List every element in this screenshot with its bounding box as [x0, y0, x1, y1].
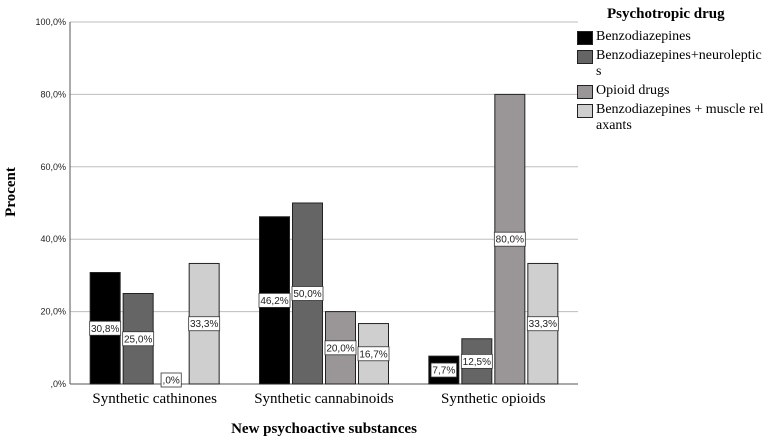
data-label-box [160, 372, 182, 388]
data-label: 12,5% [463, 357, 491, 368]
y-tick-label: 60,0% [40, 162, 66, 172]
x-tick-label: Synthetic cathinones [92, 391, 217, 407]
y-tick-label: ,0% [50, 379, 66, 389]
legend-item: Benzodiazepines + muscle relaxants [577, 102, 765, 134]
data-label: 80,0% [496, 235, 524, 246]
data-label: 20,0% [326, 343, 354, 354]
y-tick-label: 40,0% [40, 234, 66, 244]
legend-label: Opioid drugs [596, 83, 670, 98]
legend-swatch [577, 104, 593, 118]
data-label: 33,3% [529, 319, 557, 330]
data-label: ,0% [163, 376, 180, 387]
data-label-box [357, 346, 390, 362]
legend-swatch [577, 31, 593, 45]
data-labels: 30,8% 25,0% ,0% 33,3% 46,2% 50,0% 20,0% 16,7% 7,… [89, 231, 559, 388]
y-tick-label: 100,0% [35, 17, 66, 27]
data-label-box [122, 331, 155, 347]
legend-label: Benzodiazepines [596, 29, 691, 44]
data-label-box [188, 316, 221, 332]
data-label-box [258, 292, 291, 308]
data-label: 46,2% [260, 296, 288, 307]
legend-label: Benzodiazepines + muscle relaxants [596, 102, 764, 133]
legend-items: Benzodiazepines Benzodiazepines+neurolept… [577, 29, 765, 134]
y-axis-label: Procent [3, 167, 19, 217]
data-label-box [460, 353, 493, 369]
x-tick-label: Synthetic cannabinoids [254, 391, 394, 407]
data-label-box [324, 340, 357, 356]
legend-item: Benzodiazepines+neuroleptics [577, 48, 765, 80]
legend-label: Benzodiazepines+neuroleptics [596, 48, 762, 79]
x-axis-label: New psychoactive substances [231, 421, 417, 437]
y-tick-label: 80,0% [40, 89, 66, 99]
data-label-box [493, 231, 526, 247]
y-tick-label: 20,0% [40, 307, 66, 317]
data-label-box [526, 316, 559, 332]
data-label-box [291, 286, 324, 301]
legend-title: Psychotropic drug [607, 6, 725, 22]
legend-item: Opioid drugs [577, 83, 765, 99]
data-label-box [430, 362, 458, 378]
gridlines [69, 21, 578, 385]
data-label: 25,0% [124, 334, 152, 345]
legend-swatch [577, 50, 593, 64]
y-ticks: 100,0% 80,0% 60,0% 40,0% 20,0% ,0% [35, 17, 66, 389]
data-label: 7,7% [432, 366, 455, 377]
data-label: 30,8% [91, 324, 119, 335]
legend-item: Benzodiazepines [577, 29, 765, 45]
data-label: 16,7% [359, 349, 387, 360]
legend: Psychotropic drug Benzodiazepines Benzodi… [577, 6, 765, 137]
x-tick-label: Synthetic opioids [441, 391, 546, 407]
x-ticks: Synthetic cathinones Synthetic cannabinoi… [92, 391, 545, 407]
data-label-box [89, 320, 122, 336]
data-label: 50,0% [293, 289, 321, 300]
data-label: 33,3% [190, 319, 218, 330]
legend-swatch [577, 85, 593, 99]
